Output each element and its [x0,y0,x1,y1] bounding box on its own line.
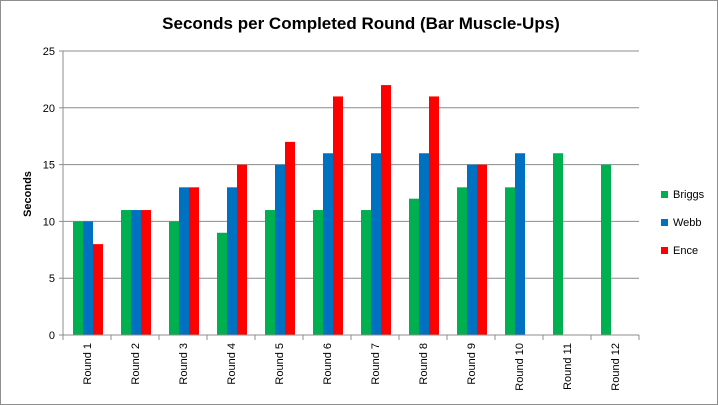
x-tick-label-round-6: Round 6 [322,343,334,385]
bar-briggs-round-11 [553,153,563,335]
chart-title: Seconds per Completed Round (Bar Muscle-… [162,14,560,33]
bar-briggs-round-12 [601,164,611,335]
axes: 0 5 10 15 20 25 Round 1 Round 2 Round 3 Round 4 Ro… [43,46,640,391]
legend-swatch-webb [661,219,668,226]
x-tick-label-round-2: Round 2 [130,343,142,385]
bar-briggs-round-9 [457,187,467,335]
y-tick-label-25: 25 [43,46,55,58]
x-tick-label-round-10: Round 10 [514,343,526,391]
bar-briggs-round-4 [217,232,227,335]
bar-webb-round-1 [83,221,93,335]
bars [73,85,611,335]
legend-swatch-ence [661,247,668,254]
y-tick-label-0: 0 [49,330,55,342]
x-tick-label-round-12: Round 12 [610,343,622,391]
legend: Briggs Webb Ence [661,189,705,257]
bar-briggs-round-2 [121,210,131,335]
bar-ence-round-8 [429,96,439,335]
x-tick-label-round-11: Round 11 [562,343,574,390]
x-tick-label-round-4: Round 4 [226,343,238,385]
y-tick-label-5: 5 [49,273,55,285]
bar-webb-round-7 [371,153,381,335]
bar-ence-round-4 [237,164,247,335]
bar-ence-round-1 [93,244,103,335]
bar-ence-round-9 [477,164,487,335]
bar-briggs-round-10 [505,187,515,335]
bar-ence-round-3 [189,187,199,335]
bar-briggs-round-8 [409,198,419,335]
bar-briggs-round-3 [169,221,179,335]
bar-webb-round-8 [419,153,429,335]
bar-webb-round-2 [131,210,141,335]
bar-ence-round-7 [381,85,391,335]
x-tick-label-round-3: Round 3 [178,343,190,385]
legend-swatch-briggs [661,191,668,198]
bar-briggs-round-1 [73,221,83,335]
bar-briggs-round-7 [361,210,371,335]
x-tick-label-round-7: Round 7 [370,343,382,385]
y-tick-label-10: 10 [43,216,55,228]
x-tick-label-round-1: Round 1 [82,343,94,385]
y-axis-label: Seconds [22,171,34,217]
bar-ence-round-6 [333,96,343,335]
x-tick-label-round-8: Round 8 [418,343,430,385]
bar-webb-round-5 [275,164,285,335]
y-tick-label-20: 20 [43,103,55,115]
bar-webb-round-10 [515,153,525,335]
bar-ence-round-5 [285,141,295,335]
legend-label-webb: Webb [673,217,702,229]
legend-label-briggs: Briggs [673,189,705,201]
bar-ence-round-2 [141,210,151,335]
bar-briggs-round-6 [313,210,323,335]
x-tick-label-round-9: Round 9 [466,343,478,385]
bar-webb-round-9 [467,164,477,335]
bar-webb-round-3 [179,187,189,335]
legend-label-ence: Ence [673,245,698,257]
gridlines [63,50,639,279]
x-tick-label-round-5: Round 5 [274,343,286,385]
bar-webb-round-6 [323,153,333,335]
y-tick-label-15: 15 [43,160,55,172]
bar-briggs-round-5 [265,210,275,335]
bar-webb-round-4 [227,187,237,335]
